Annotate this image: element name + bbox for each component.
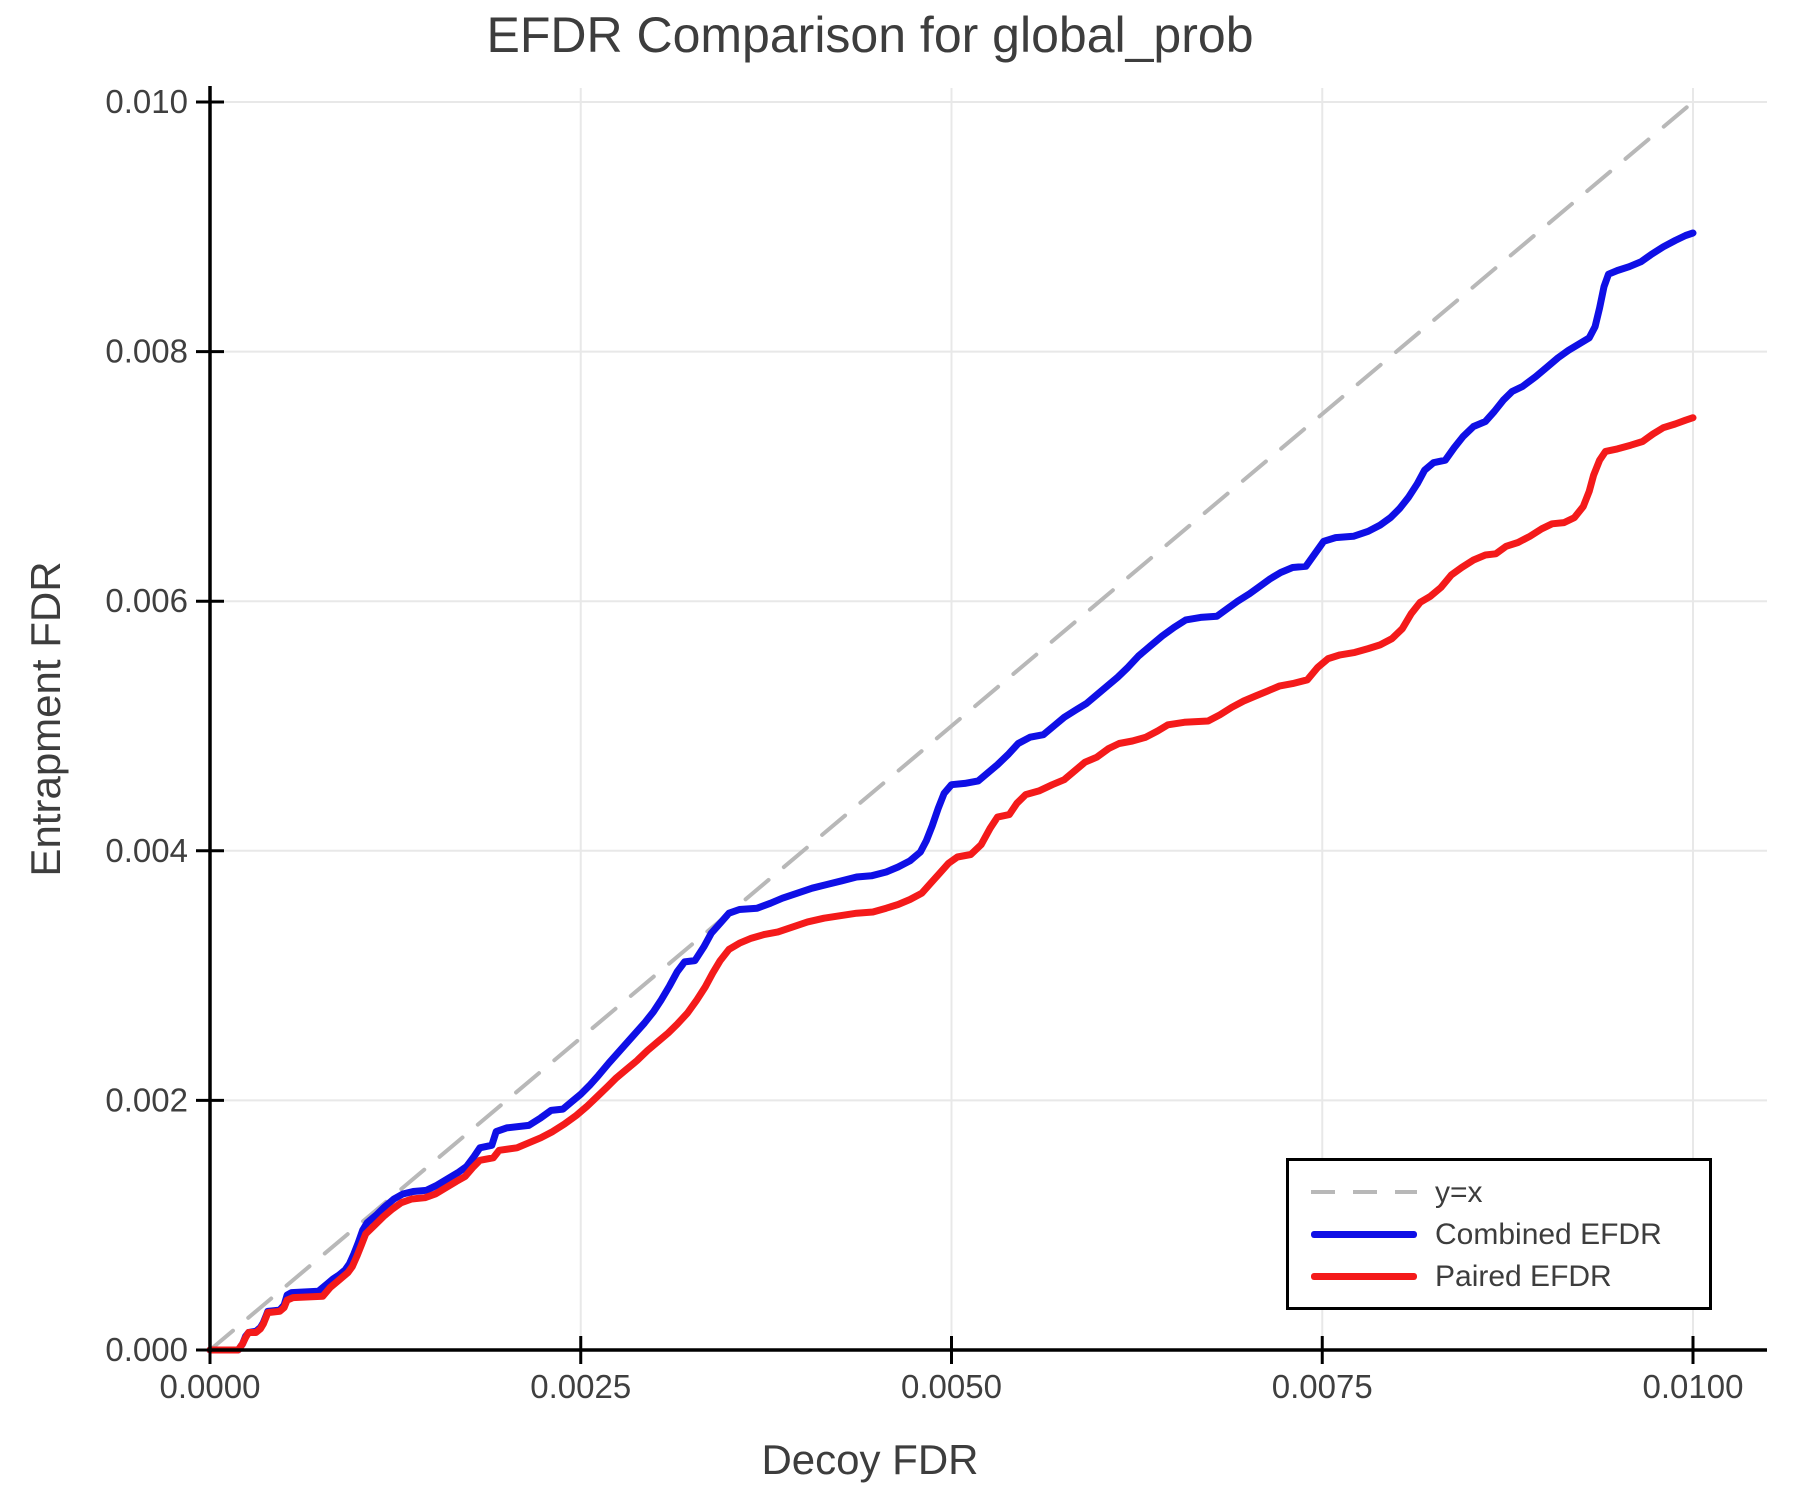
paired-efdr-legend-line-icon [1311,1272,1417,1280]
y-equals-x-legend-line-icon [1311,1190,1417,1194]
x-axis-title: Decoy FDR [761,1436,979,1483]
combined-efdr-line [206,229,1697,1354]
legend-row-paired-efdr: Paired EFDR [1289,1260,1709,1293]
x-tick-label: 0.0075 [1272,1368,1373,1405]
y-tick-label: 0.004 [105,832,188,869]
chart-title: EFDR Comparison for global_prob [486,7,1254,63]
legend-label: Paired EFDR [1435,1259,1612,1293]
y-tick-label: 0.000 [105,1331,188,1368]
x-tick-label: 0.0050 [901,1368,1002,1405]
x-tick-label: 0.0100 [1643,1368,1744,1405]
legend: y=x Combined EFDR Paired EFDR [1286,1158,1712,1310]
combined-efdr-legend-line-icon [1311,1230,1417,1238]
y-tick-label: 0.002 [105,1081,188,1118]
y-tick-label: 0.010 [105,83,188,120]
legend-row-y-equals-x: y=x [1289,1176,1709,1209]
x-tick-label: 0.0000 [160,1368,261,1405]
legend-row-combined-efdr: Combined EFDR [1289,1218,1709,1251]
x-tick-label: 0.0025 [530,1368,631,1405]
y-tick-label: 0.006 [105,582,188,619]
legend-label: Combined EFDR [1435,1217,1662,1251]
y-tick-label: 0.008 [105,333,188,370]
y-equals-x-line [208,100,1695,1352]
legend-label: y=x [1435,1175,1483,1209]
paired-efdr-line [206,414,1697,1354]
y-axis-title: Entrapment FDR [22,561,69,877]
